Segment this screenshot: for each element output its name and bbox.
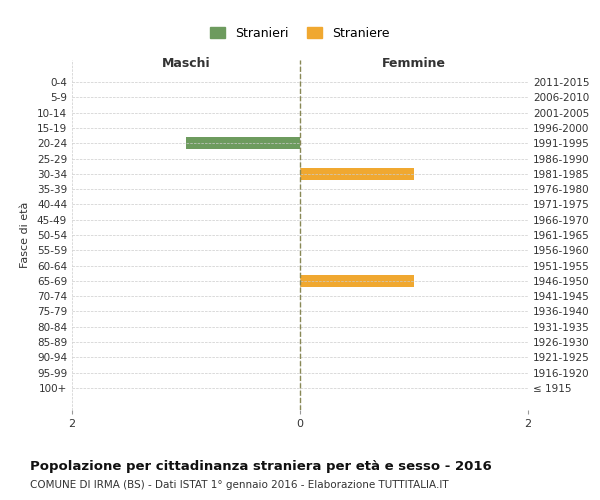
Bar xyxy=(300,275,414,287)
Text: Femmine: Femmine xyxy=(382,57,446,70)
Legend: Stranieri, Straniere: Stranieri, Straniere xyxy=(204,20,396,46)
Text: Popolazione per cittadinanza straniera per età e sesso - 2016: Popolazione per cittadinanza straniera p… xyxy=(30,460,492,473)
Y-axis label: Anni di nascita: Anni di nascita xyxy=(596,194,600,276)
Text: COMUNE DI IRMA (BS) - Dati ISTAT 1° gennaio 2016 - Elaborazione TUTTITALIA.IT: COMUNE DI IRMA (BS) - Dati ISTAT 1° genn… xyxy=(30,480,449,490)
Bar xyxy=(186,137,300,149)
Text: Maschi: Maschi xyxy=(161,57,211,70)
Y-axis label: Fasce di età: Fasce di età xyxy=(20,202,30,268)
Bar xyxy=(300,168,414,180)
